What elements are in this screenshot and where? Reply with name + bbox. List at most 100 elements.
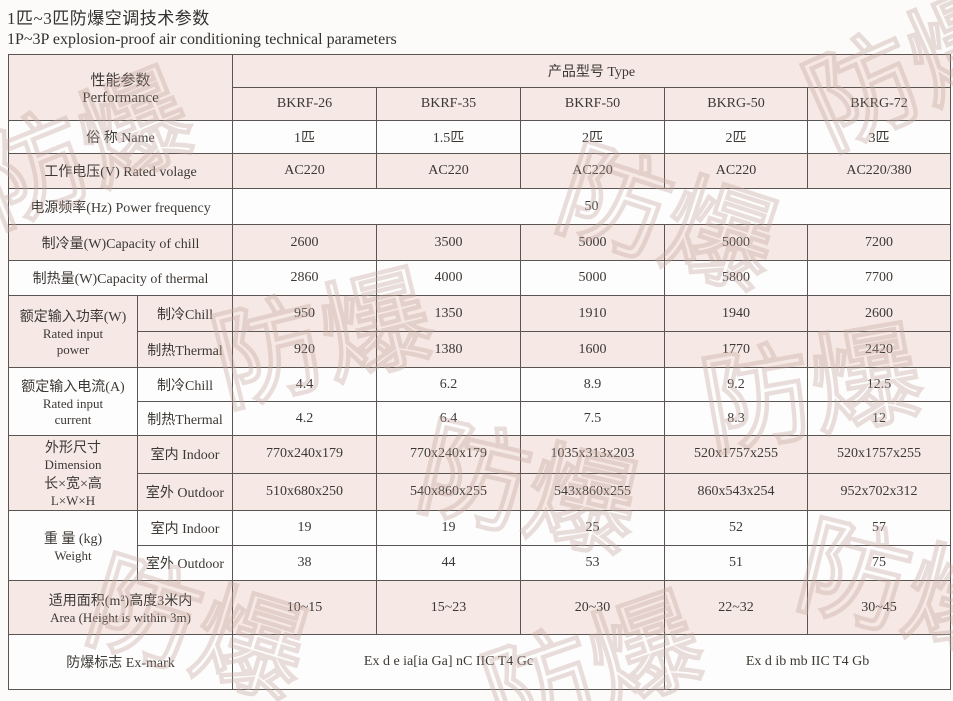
name-value: 2匹 [664,120,809,154]
area-value: 15~23 [376,580,522,635]
dimension-outdoor-value: 860x543x254 [664,472,809,511]
parameters-table: 性能参数 Performance 产品型号 Type BKRF-26 BKRF-… [7,54,952,690]
current-label-en2: current [54,411,92,427]
dimension-outdoor-value: 510x680x250 [232,472,378,511]
current-chill-value: 4.4 [232,367,378,402]
model-header-bkrf26: BKRF-26 [232,87,378,121]
heating-value: 5800 [664,260,809,296]
header-row-models: BKRF-26 BKRF-35 BKRF-50 BKRG-50 BKRG-72 [8,87,952,121]
row-name: 俗 称 Name 1匹 1.5匹 2匹 2匹 3匹 [7,120,952,154]
header-row-type: 性能参数 Performance 产品型号 Type [7,54,952,121]
power-chill-value: 950 [232,295,378,332]
dimension-indoor-value: 520x1757x255 [664,435,809,474]
title-block: 1匹~3匹防爆空调技术参数 1P~3P explosion-proof air … [7,4,397,49]
exmark-value-bkrf: Ex d e ia[ia Ga] nC IIC T4 Gc [232,634,666,690]
dimension-indoor-value: 770x240x179 [232,435,378,474]
row-area: 适用面积(m²)高度3米内 Area (Height is within 3m)… [7,580,952,635]
row-power-label: 额定输入功率(W) Rated input power [8,295,138,368]
voltage-value: AC220 [232,153,378,189]
dimension-outdoor-sublabel: 室外 Outdoor [136,472,234,511]
area-label-zh: 适用面积(m²)高度3米内 [48,593,193,609]
dimension-indoor-value: 1035x313x203 [520,435,666,474]
row-current-chill: 额定输入电流(A) Rated input current 制冷Chill 4.… [8,367,952,436]
corner-label-en: Performance [82,89,159,106]
area-value: 10~15 [232,580,378,635]
name-value: 1.5匹 [376,120,522,154]
row-current-label: 额定输入电流(A) Rated input current [8,367,138,436]
row-cooling: 制冷量(W)Capacity of chill 2600 3500 5000 5… [7,224,952,261]
name-value: 2匹 [520,120,666,154]
row-frequency: 电源频率(Hz) Power frequency 50 [7,188,952,225]
current-chill-value: 9.2 [664,367,809,402]
area-value: 22~32 [664,580,809,635]
current-thermal-value: 12 [807,401,952,436]
current-label-zh: 额定输入电流(A) [21,379,125,395]
dimension-label-zh2: 长×宽×高 [44,477,102,492]
weight-indoor-value: 19 [376,510,522,546]
row-voltage-label: 工作电压(V) Rated volage [7,153,234,189]
dimension-label-zh1: 外形尺寸 [45,441,101,456]
row-dimension-outdoor: 室外 Outdoor 510x680x250 540x860x255 543x8… [8,472,952,511]
current-thermal-sublabel: 制热Thermal [136,401,234,436]
area-label-en: Area (Height is within 3m) [50,609,191,625]
weight-indoor-value: 52 [664,510,809,546]
weight-label-zh: 重 量 (kg) [43,531,103,547]
row-heating: 制热量(W)Capacity of thermal 2860 4000 5000… [7,260,952,296]
power-label-en2: power [56,341,90,357]
power-thermal-sublabel: 制热Thermal [136,331,234,368]
heating-value: 4000 [376,260,522,296]
power-label-zh: 额定输入功率(W) [19,309,127,325]
model-header-bkrf35: BKRF-35 [376,87,522,121]
current-chill-sublabel: 制冷Chill [136,367,234,402]
weight-outdoor-value: 38 [232,545,378,581]
cooling-value: 3500 [376,224,522,261]
row-weight-indoor: 重 量 (kg) Weight 室内 Indoor 19 19 25 52 57 [8,510,952,581]
current-chill-value: 8.9 [520,367,666,402]
power-chill-value: 1350 [376,295,522,332]
weight-indoor-sublabel: 室内 Indoor [136,510,234,546]
dimension-outdoor-value: 952x702x312 [807,472,952,511]
frequency-value: 50 [232,188,952,225]
dimension-label-en1: Dimension [44,457,102,472]
row-power-thermal: 制热Thermal 920 1380 1600 1770 2420 [8,331,952,368]
current-label-en1: Rated input [42,395,104,411]
current-thermal-value: 6.4 [376,401,522,436]
current-thermal-value: 4.2 [232,401,378,436]
heating-value: 5000 [520,260,666,296]
weight-outdoor-value: 75 [807,545,952,581]
row-frequency-label: 电源频率(Hz) Power frequency [7,188,234,225]
cooling-value: 2600 [232,224,378,261]
page-title-en: 1P~3P explosion-proof air conditioning t… [7,31,397,48]
name-value: 1匹 [232,120,378,154]
cooling-value: 7200 [807,224,952,261]
row-dimension-indoor: 外形尺寸 Dimension 长×宽×高 L×W×H 室内 Indoor 770… [8,435,952,511]
model-header-bkrg50: BKRG-50 [664,87,809,121]
area-value: 20~30 [520,580,666,635]
row-heating-label: 制热量(W)Capacity of thermal [7,260,234,296]
power-thermal-value: 2420 [807,331,952,368]
voltage-value: AC220 [664,153,809,189]
power-thermal-value: 1770 [664,331,809,368]
current-chill-value: 6.2 [376,367,522,402]
power-thermal-value: 920 [232,331,378,368]
cooling-value: 5000 [664,224,809,261]
voltage-value: AC220 [376,153,522,189]
weight-indoor-value: 19 [232,510,378,546]
weight-indoor-value: 25 [520,510,666,546]
name-value: 3匹 [807,120,952,154]
cooling-value: 5000 [520,224,666,261]
heating-value: 2860 [232,260,378,296]
row-cooling-label: 制冷量(W)Capacity of chill [7,224,234,261]
weight-label-en: Weight [54,547,92,563]
power-label-en1: Rated input [42,325,104,341]
dimension-indoor-sublabel: 室内 Indoor [136,435,234,474]
corner-label-zh: 性能参数 [90,72,151,89]
power-thermal-value: 1380 [376,331,522,368]
voltage-value: AC220/380 [807,153,952,189]
row-area-label: 适用面积(m²)高度3米内 Area (Height is within 3m) [7,580,234,635]
power-chill-value: 1910 [520,295,666,332]
weight-outdoor-sublabel: 室外 Outdoor [136,545,234,581]
dimension-indoor-value: 520x1757x255 [807,435,952,474]
weight-outdoor-value: 44 [376,545,522,581]
